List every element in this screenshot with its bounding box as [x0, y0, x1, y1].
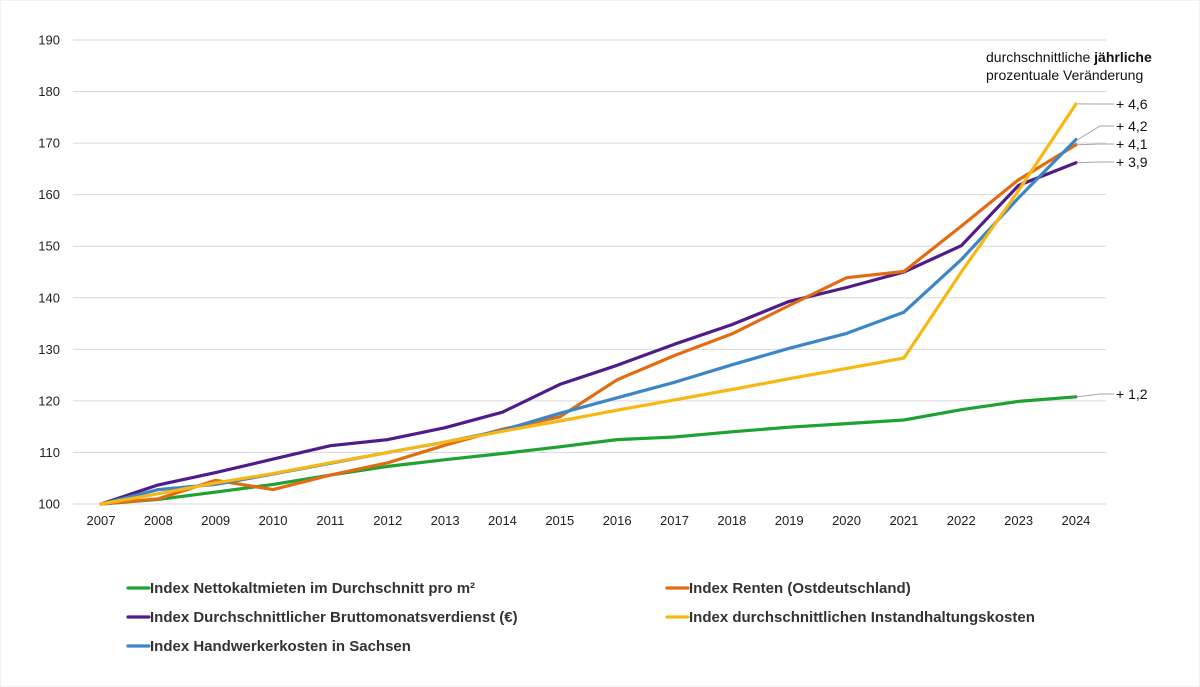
- x-tick-label: 2018: [717, 513, 746, 528]
- change-label-verdienst: + 3,9: [1116, 154, 1148, 170]
- y-tick-label: 130: [38, 342, 60, 357]
- legend-item-handwerker: Index Handwerkerkosten in Sachsen: [126, 638, 411, 655]
- y-tick-label: 190: [38, 33, 60, 48]
- y-tick-label: 120: [38, 393, 60, 408]
- x-tick-label: 2009: [201, 513, 230, 528]
- y-tick-label: 170: [38, 136, 60, 151]
- change-label-instandhaltung: + 4,6: [1116, 96, 1148, 112]
- change-label-mieten: + 1,2: [1116, 386, 1148, 402]
- change-label-renten: + 4,1: [1116, 136, 1148, 152]
- gridlines: [73, 39, 1106, 505]
- annotation-title-line2: prozentuale Veränderung: [986, 67, 1143, 83]
- leader-line-verdienst: [1077, 161, 1114, 164]
- y-tick-label: 100: [38, 497, 60, 512]
- y-tick-label: 110: [39, 445, 60, 460]
- x-tick-label: 2020: [832, 513, 861, 528]
- x-tick-label: 2010: [259, 513, 288, 528]
- x-tick-label: 2011: [316, 513, 344, 528]
- series-line-renten: [99, 143, 1078, 506]
- y-tick-label: 140: [38, 290, 60, 305]
- x-tick-label: 2023: [1004, 513, 1033, 528]
- annotation-title-line1: durchschnittliche jährliche: [986, 49, 1152, 65]
- change-labels: + 1,2 + 4,1 + 3,9 + 4,6 + 4,2: [1116, 96, 1148, 402]
- series-line-instandhaltung: [99, 102, 1078, 506]
- series-lines: [99, 102, 1078, 506]
- leader-line-mieten: [1077, 393, 1114, 398]
- x-tick-label: 2013: [431, 513, 460, 528]
- legend-label: Index Handwerkerkosten in Sachsen: [150, 638, 411, 655]
- series-line-verdienst: [99, 161, 1078, 506]
- change-label-handwerker: + 4,2: [1116, 118, 1148, 134]
- annotation-title-part1: durchschnittliche: [986, 49, 1094, 65]
- y-axis-tick-labels: 100 110 120 130 140 150 160 170 180 190: [38, 33, 60, 512]
- y-tick-label: 180: [38, 84, 60, 99]
- y-tick-label: 150: [38, 239, 60, 254]
- x-tick-label: 2017: [660, 513, 689, 528]
- legend-label: Index durchschnittlichen Instandhaltungs…: [689, 609, 1035, 626]
- annotation-title-bold: jährliche: [1093, 49, 1152, 65]
- legend-item-verdienst: Index Durchschnittlicher Bruttomonatsver…: [126, 609, 518, 626]
- legend-label: Index Durchschnittlicher Bruttomonatsver…: [150, 609, 518, 626]
- legend-label: Index Renten (Ostdeutschland): [689, 580, 911, 597]
- legend-item-mieten: Index Nettokaltmieten im Durchschnitt pr…: [126, 580, 475, 597]
- legend-item-renten: Index Renten (Ostdeutschland): [665, 580, 911, 597]
- x-tick-label: 2012: [373, 513, 402, 528]
- series-line-mieten: [99, 395, 1078, 506]
- annotation-title: durchschnittliche jährliche prozentuale …: [986, 49, 1152, 83]
- legend-item-instandhaltung: Index durchschnittlichen Instandhaltungs…: [665, 609, 1035, 626]
- leader-line-handwerker: [1077, 125, 1114, 140]
- change-leader-lines: [1077, 103, 1114, 398]
- x-axis-tick-labels: 2007 2008 2009 2010 2011 2012 2013 2014 2015 2016…: [87, 513, 1091, 528]
- x-tick-label: 2019: [775, 513, 804, 528]
- x-tick-label: 2015: [545, 513, 574, 528]
- x-tick-label: 2021: [889, 513, 918, 528]
- x-tick-label: 2016: [603, 513, 632, 528]
- x-tick-label: 2014: [488, 513, 517, 528]
- leader-line-renten: [1077, 143, 1114, 146]
- legend-label: Index Nettokaltmieten im Durchschnitt pr…: [150, 580, 475, 597]
- legend: Index Nettokaltmieten im Durchschnitt pr…: [126, 580, 1035, 655]
- x-tick-label: 2008: [144, 513, 173, 528]
- y-tick-label: 160: [38, 187, 60, 202]
- x-tick-label: 2024: [1061, 513, 1090, 528]
- x-tick-label: 2007: [87, 513, 116, 528]
- x-tick-label: 2022: [947, 513, 976, 528]
